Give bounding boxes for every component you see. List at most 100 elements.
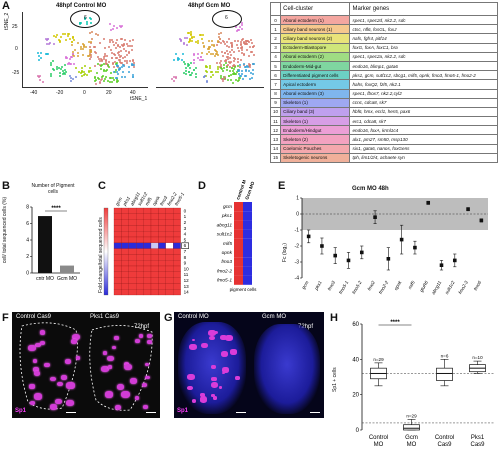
tsne-cell-point [124,76,127,79]
tsne-cell-point [248,69,250,72]
tsne-cell-point [111,41,114,44]
tsne-cell-point [205,75,208,78]
tsne-cell-point [249,46,252,48]
heatmap-cell [143,242,152,249]
tsne-cell-point [242,52,245,55]
cluster-name: Ectoderm-Blastopore [280,42,351,53]
tsne-cell-point [206,48,209,51]
sp1-positive-cell [114,336,119,340]
cluster-name: Skeleton (2) [280,134,351,145]
tsne-cell-point [127,45,130,48]
cluster-genes: foxG, foxA, foxC1, bra [349,42,498,53]
heatmap-cell [143,289,152,296]
cluster-table-row: 12 Endoderm/Hindgut endo16, foxA, krml1c4 [269,125,498,136]
tsne-cell-point [247,62,250,65]
cluster-genes: ctsc, nfl6, fosGL, foxJ [349,24,498,35]
heatmap-cell [143,265,152,272]
tsne-cell-point [64,70,67,73]
sp1-positive-cell [71,338,78,344]
tsne-cell-point [45,53,48,56]
tsne-cell-point [236,39,239,42]
sp1-positive-cell [211,377,217,382]
heatmap-cell [128,219,137,226]
cluster-name: Skeleton (1) [280,97,351,108]
tsne-cell-point [172,76,175,79]
heatmap-colorbar [103,207,109,296]
heatmap-cell [136,219,144,226]
sp1-positive-cell [28,345,36,352]
tsne-cell-point [229,65,232,68]
tsne-cell-point [102,38,105,41]
heatmap-cluster-label: 12 [184,278,190,283]
sp1-positive-cell [121,391,131,399]
pigment-heatmap-gene-label: gcm [223,205,232,210]
sp1-positive-cell [229,349,237,355]
heatmap-cell [158,254,166,261]
heatmap-cell [121,242,129,249]
fold-change-ytick-label: -4 [295,276,300,282]
tsne-cell-point [88,48,91,51]
tsne-cell-point [225,56,228,59]
pigment-bar [38,216,52,273]
heatmap-cell [113,207,122,214]
tsne-cell-point [222,39,225,42]
heatmap-cell [165,265,174,272]
tsne-cell-point [88,66,91,69]
tsne-cell-point [94,78,97,81]
tsne-cell-point [111,52,114,55]
tsne-cell-point [117,50,120,53]
tsne-cell-point [239,76,242,79]
tsne-cell-point [108,76,111,79]
cluster-6-highlight-control [70,10,100,28]
tsne-cell-point [81,70,84,73]
fold-change-gene-label: fmo2-2 [378,280,390,295]
tsne-cell-point [116,72,119,75]
tsne-cell-point [202,34,205,37]
mo-stain-label: Sp1 [177,408,189,414]
heatmap-cell [173,242,181,249]
cluster-genes: endo16, foxA, krml1c4 [349,125,498,136]
tsne-cell-point [227,79,230,82]
tsne-cell-point [100,79,103,82]
sp1-positive-cell [139,334,144,338]
sp1-positive-cell [35,342,42,348]
heatmap-cell [136,260,144,267]
tsne-cell-point [126,59,128,62]
tsne-cell-point [240,58,243,61]
tsne-cell-point [208,46,211,49]
heatmap-cell [165,242,174,249]
sp1-positive-cell [50,403,58,410]
tsne-cell-point [235,79,238,82]
heatmap-cell [165,248,174,255]
tsne-cell-point [49,75,52,78]
tsne-cell-point [121,57,124,60]
tsne-cell-point [216,54,219,57]
tsne-cell-point [81,66,84,69]
tsne-cell-point [188,63,191,66]
tsne-cell-point [236,43,239,46]
tsne-cell-point [58,72,61,75]
cluster-genes: endo16, blimp1, gata6 [349,60,498,72]
sp1-positive-cell [210,382,219,389]
heatmap-cell [121,254,129,261]
tsne-cell-point [238,50,241,53]
sp1-positive-cell [221,335,226,339]
pigment-heatmap-cell [234,229,243,239]
fold-change-point [426,201,431,205]
fold-change-gene-label: gcm [301,280,310,290]
tsne-cell-point [109,81,112,84]
tsne-cell-point [99,60,102,63]
sp1-positive-cell [33,393,43,400]
tsne-cell-point [226,64,229,67]
tsne-cell-point [200,55,203,58]
heatmap-cell [158,248,166,255]
tsne-cell-point [211,40,214,43]
heatmap-cell [143,248,152,255]
tsne-cell-point [234,58,237,61]
tsne-cell-point [90,69,93,72]
fold-change-title: Gcm MO 48h [352,186,389,192]
pigment-heatmap-cell [234,220,243,230]
tsne-cell-point [74,48,76,51]
fold-change-gene-label: fmo2 [366,280,376,292]
